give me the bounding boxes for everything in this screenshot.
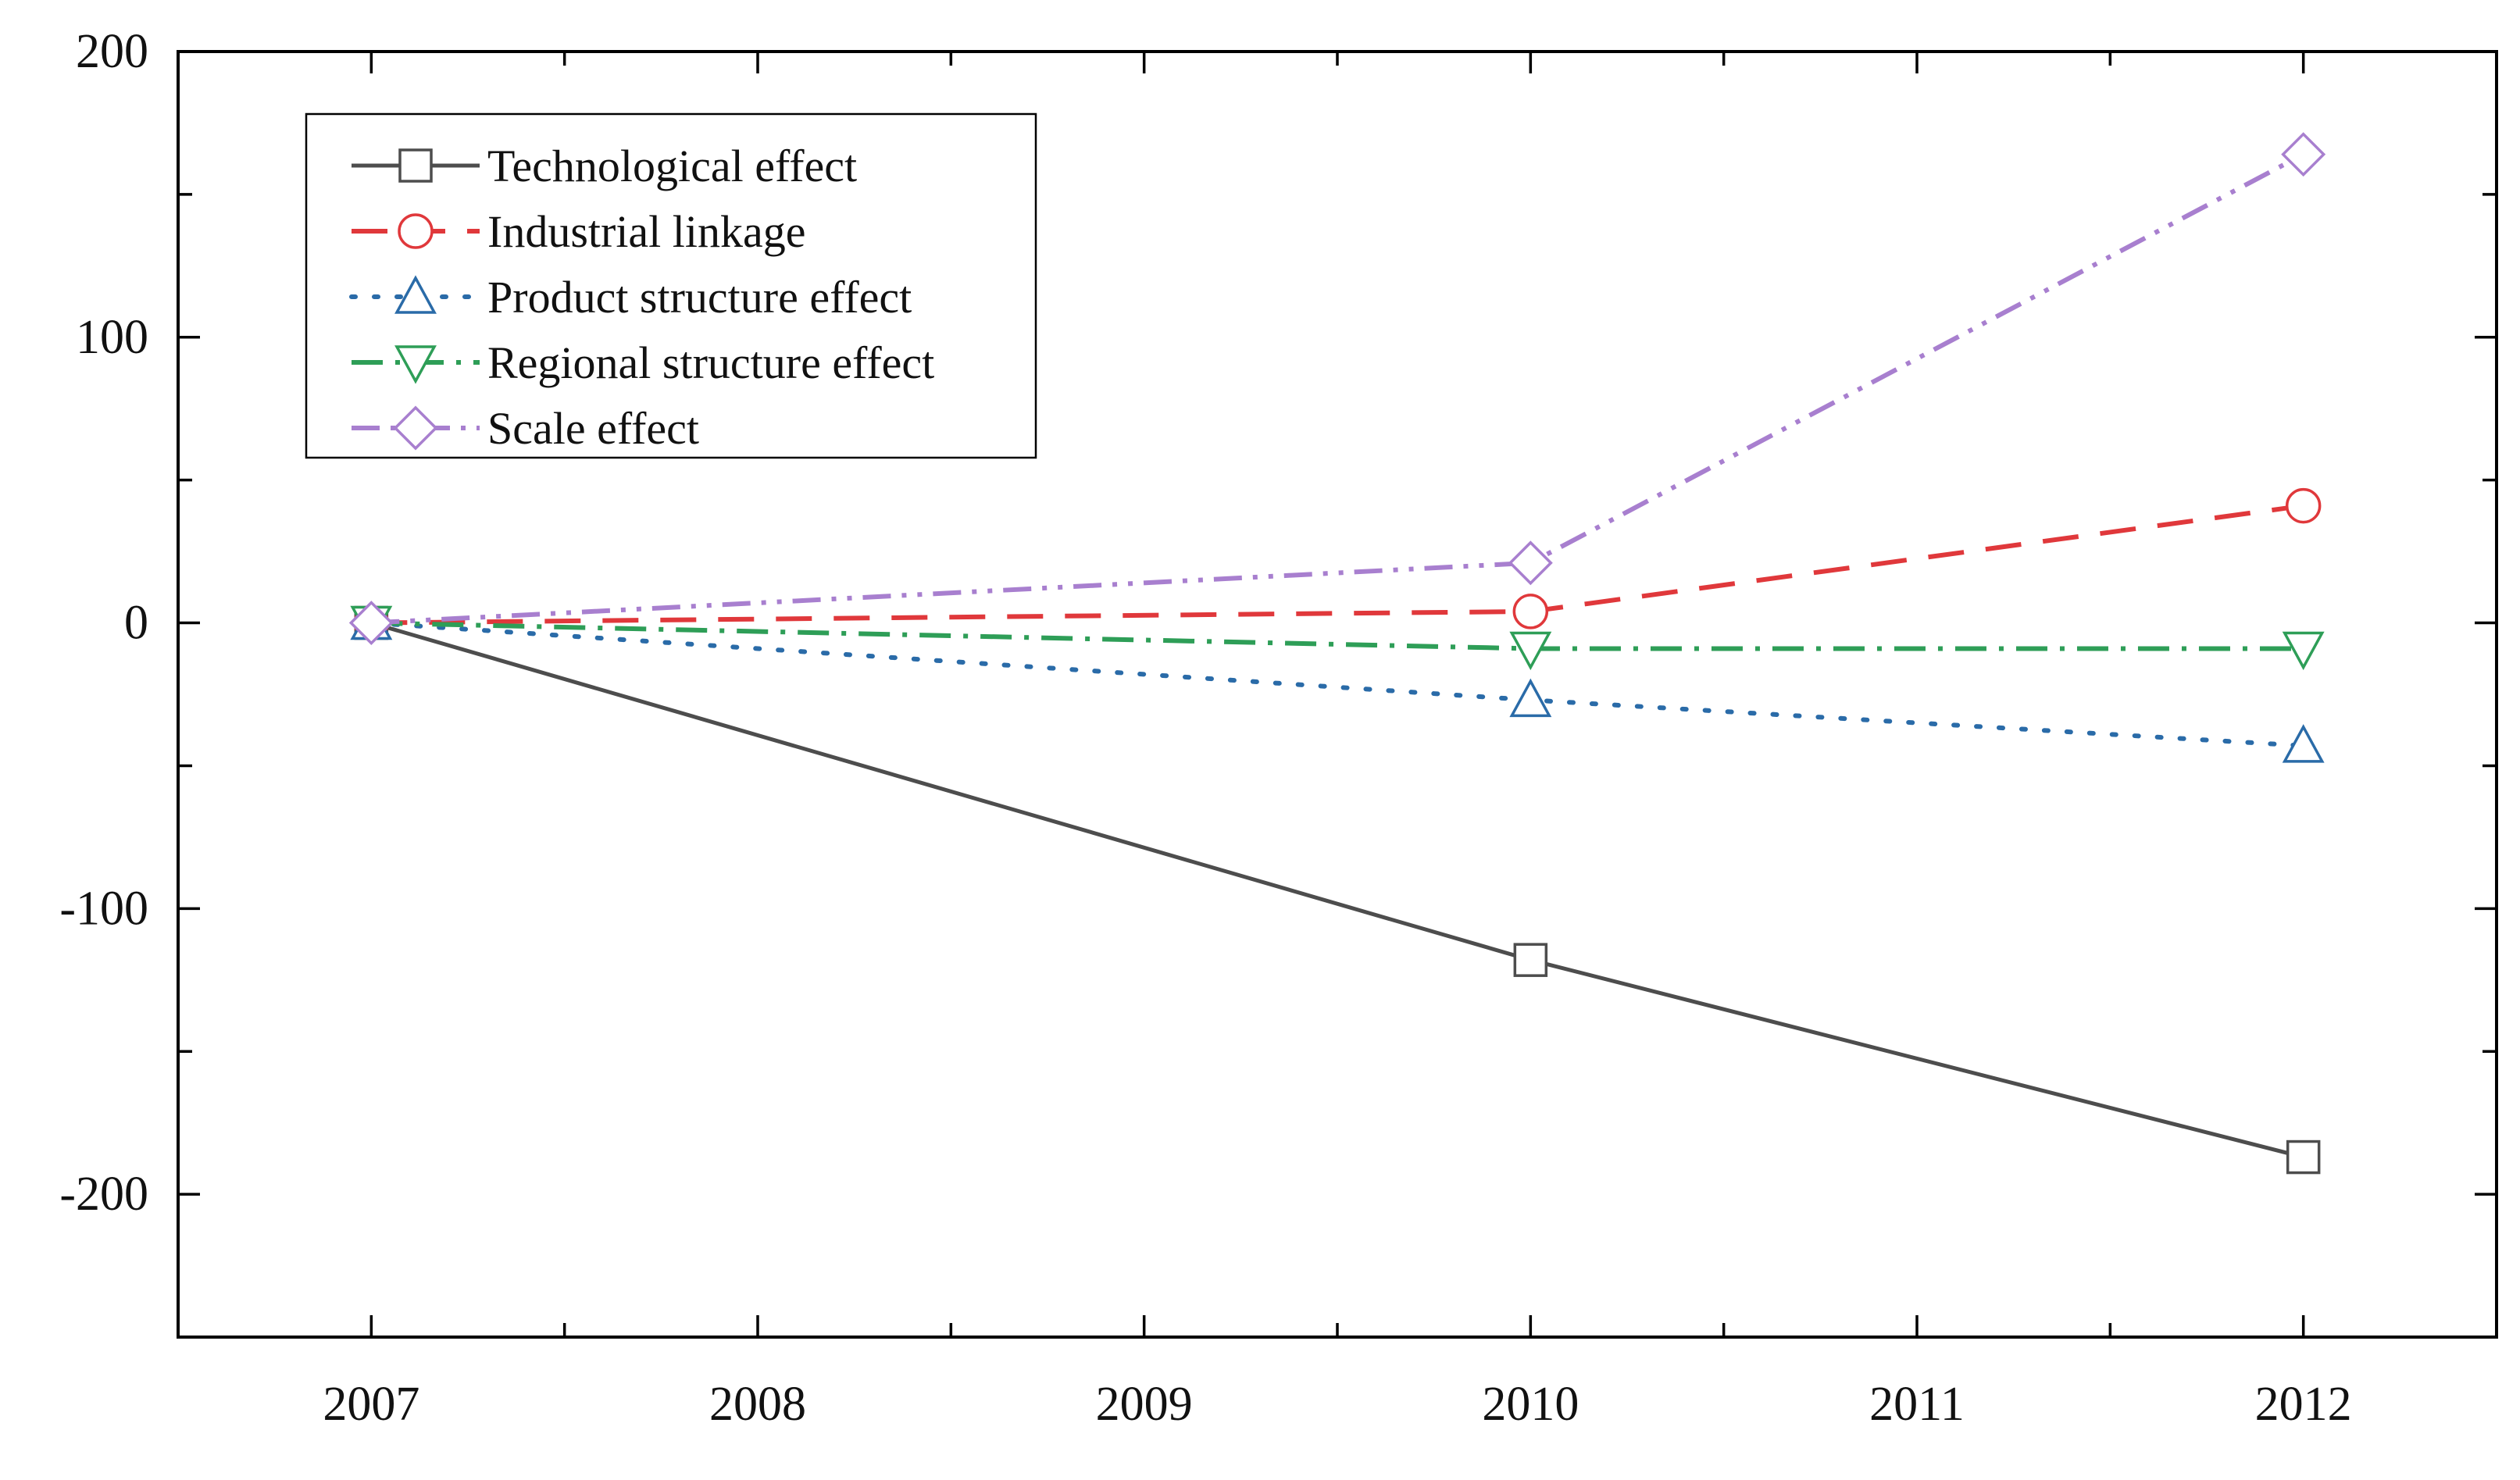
data-point-marker [2285,487,2322,524]
y-tick-label: 0 [124,597,148,650]
tick-labels: 2007 2008 2009 2010 2011 2012 200 100 0 -100 -200 [59,25,2351,1431]
legend-label: Scale effect [487,403,699,454]
legend-label: Product structure effect [487,272,912,323]
x-tick-label: 2009 [1096,1378,1193,1431]
axes-frame [177,50,2498,1339]
series-line-1 [370,621,2304,1159]
series-line-5 [371,152,2305,626]
legend-swatch-marker [398,213,434,249]
legend: Technological effect Industrial linkage Pr… [305,112,1037,459]
y-tick-label: -100 [59,882,148,935]
data-point-marker [2282,631,2325,671]
legend-box [305,112,1037,459]
legend-label: Industrial linkage [487,206,806,257]
data-point-marker [1509,631,1552,671]
legend-label: Regional structure effect [487,337,934,388]
series-line-3 [369,620,2306,748]
y-tick-label: -200 [59,1168,148,1221]
legend-swatch-marker [398,148,433,183]
y-tick-label: 100 [76,311,148,364]
x-tick-label: 2010 [1482,1378,1579,1431]
series-line-2 [371,503,2304,626]
series-markers [348,132,2326,1175]
x-tick-label: 2011 [1869,1378,1965,1431]
data-point-marker [2286,1139,2321,1175]
data-point-marker [2282,724,2325,763]
legend-swatch-marker [394,345,437,384]
data-point-marker [1512,594,1549,629]
y-tick-label: 200 [76,25,148,78]
legend-label: Technological effect [487,141,857,191]
legend-swatch-marker [393,405,438,451]
x-tick-label: 2012 [2255,1378,2352,1431]
data-point-marker [1513,943,1548,977]
x-tick-label: 2007 [323,1378,419,1431]
data-point-marker [2281,132,2326,177]
data-point-marker [1508,540,1553,586]
data-point-marker [348,601,394,646]
series-line-4 [371,620,2304,651]
data-point-marker [1509,678,1552,718]
x-tick-label: 2008 [709,1378,806,1431]
legend-swatch-marker [394,275,437,314]
